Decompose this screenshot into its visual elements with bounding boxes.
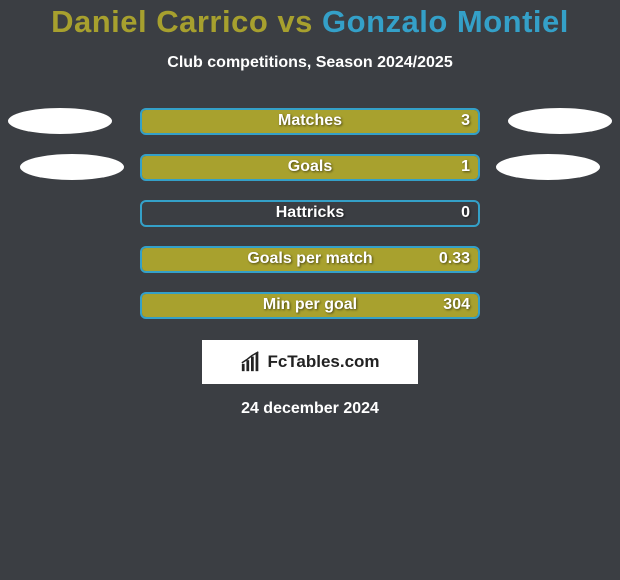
- player1-marker: [8, 108, 112, 134]
- stat-row: Matches3: [0, 98, 620, 144]
- stat-bar-fill: [142, 294, 478, 317]
- stat-rows: Matches3 Goals1 Hattricks0 Goals per match0…: [0, 98, 620, 328]
- comparison-card: Daniel Carrico vs Gonzalo Montiel Club c…: [0, 0, 620, 580]
- vs-separator: vs: [268, 4, 322, 39]
- player1-name: Daniel Carrico: [51, 4, 268, 39]
- player2-marker: [496, 154, 600, 180]
- stat-bar: Min per goal304: [140, 292, 480, 319]
- bar-chart-icon: [240, 351, 262, 373]
- stat-bar: Hattricks0: [140, 200, 480, 227]
- source-logo[interactable]: FcTables.com: [202, 340, 418, 384]
- player1-marker: [20, 154, 124, 180]
- stat-row: Goals per match0.33: [0, 236, 620, 282]
- stat-bar-fill: [142, 110, 478, 133]
- stat-bar: Goals per match0.33: [140, 246, 480, 273]
- stat-row: Min per goal304: [0, 282, 620, 328]
- snapshot-date: 24 december 2024: [0, 400, 620, 418]
- subtitle: Club competitions, Season 2024/2025: [0, 54, 620, 72]
- stat-label: Hattricks: [142, 204, 478, 222]
- stat-bar: Matches3: [140, 108, 480, 135]
- page-title: Daniel Carrico vs Gonzalo Montiel: [0, 0, 620, 40]
- stat-value: 0: [461, 204, 470, 222]
- stat-bar-fill: [142, 248, 478, 271]
- source-logo-text: FcTables.com: [267, 352, 379, 372]
- player2-marker: [508, 108, 612, 134]
- player2-name: Gonzalo Montiel: [322, 4, 569, 39]
- stat-bar-fill: [142, 156, 478, 179]
- stat-row: Goals1: [0, 144, 620, 190]
- stat-bar: Goals1: [140, 154, 480, 181]
- stat-row: Hattricks0: [0, 190, 620, 236]
